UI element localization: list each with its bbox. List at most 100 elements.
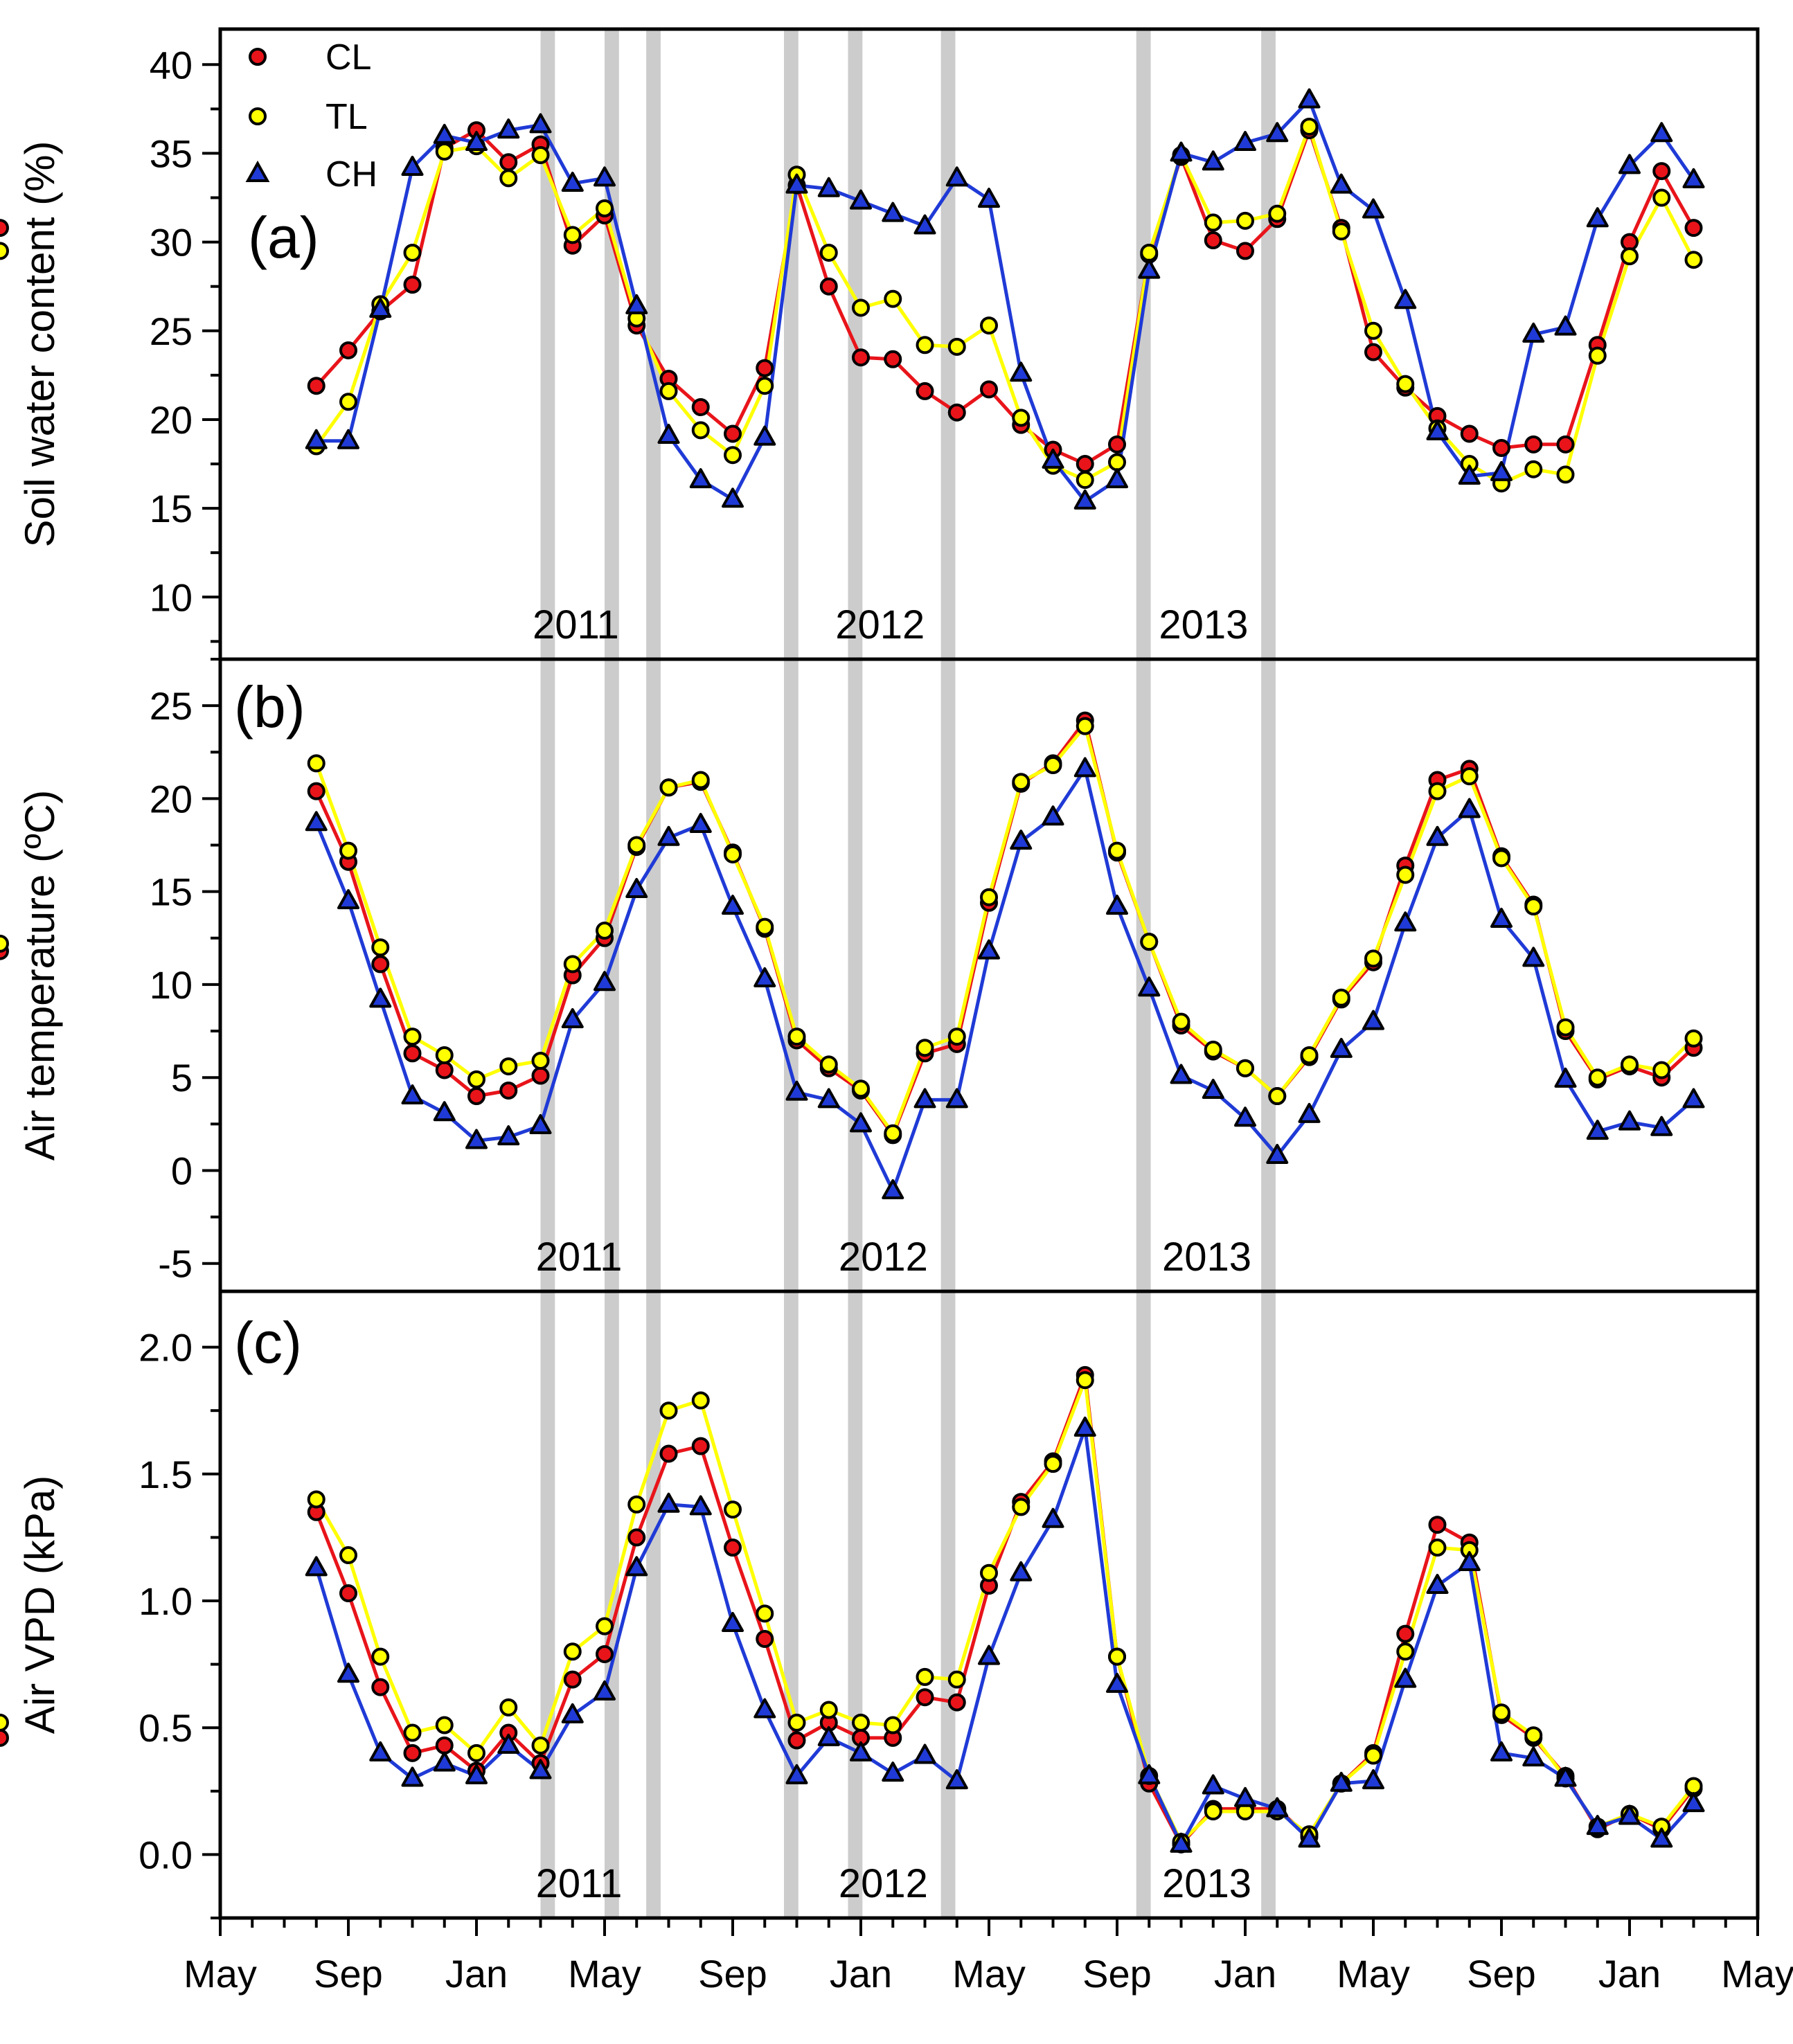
panel-b-gray-band-2 (605, 659, 619, 1291)
panel-a-point-tl-15 (756, 377, 774, 395)
panel-c-point-ch-37 (1458, 1551, 1481, 1572)
panel-a-point-ch-19 (882, 201, 904, 222)
panel-c-year-label-2013: 2013 (1162, 1861, 1251, 1906)
panel-c-point-ch-3 (369, 1741, 392, 1761)
panel-b-point-tl-21 (947, 1028, 966, 1046)
panel-a-y-axis: 10 15 20 25 30 35 40 (150, 43, 220, 643)
panel-a-year-label-2013: 2013 (1159, 602, 1248, 647)
panel-b-point-tl-30 (1236, 1059, 1254, 1077)
panel-a-point-cl-39 (1524, 435, 1543, 454)
panel-c-letter: (c) (234, 1310, 302, 1375)
panel-c-point-cl-11 (627, 1528, 646, 1547)
panel-c-point-ch-41 (1586, 1815, 1609, 1836)
panel-c-point-ch-24 (1042, 1507, 1064, 1528)
panel-b-point-ch-17 (817, 1088, 840, 1109)
panel-c-point-ch-17 (817, 1725, 840, 1746)
panel-c-point-tl-18 (852, 1713, 870, 1732)
panel-a-point-ch-34 (1362, 198, 1384, 219)
panel-a-point-ch-37 (1458, 464, 1481, 485)
panel-b-point-ch-6 (465, 1129, 488, 1149)
panel-b-point-tl-40 (1556, 1018, 1575, 1037)
panel-b-point-ch-10 (594, 971, 616, 992)
panel-a-point-tl-43 (1652, 188, 1671, 207)
panel-b-point-tl-37 (1460, 767, 1479, 786)
panel-c-point-ch-38 (1490, 1741, 1513, 1761)
panel-a-point-cl-1 (307, 377, 325, 395)
panel-b-point-tl-25 (1076, 717, 1094, 735)
panel-b-point-ch-38 (1490, 907, 1513, 928)
panel-b-point-ch-35 (1394, 911, 1417, 932)
panel-a-point-ch-5 (433, 123, 456, 144)
panel-a-letter: (a) (248, 205, 319, 270)
panel-a-point-ch-30 (1234, 131, 1256, 152)
panel-a-year-label-2012: 2012 (835, 602, 925, 647)
panel-c-point-ch-43 (1650, 1827, 1673, 1848)
panel-a-point-ch-31 (1266, 122, 1289, 143)
panel-b-point-ch-3 (369, 987, 392, 1008)
panel-a-point-cl-20 (916, 382, 934, 400)
x-tick-label-may-13: May (1721, 1952, 1793, 1996)
x-tick-label-sep-5: Sep (698, 1952, 767, 1996)
panel-b-y-axis: -5 0 5 10 15 20 25 (150, 658, 220, 1286)
panel-b-letter: (b) (234, 674, 305, 739)
panel-a-point-cl-13 (691, 398, 710, 416)
panel-a-point-ch-44 (1682, 168, 1705, 188)
panel-b-point-ch-34 (1362, 1010, 1384, 1030)
panel-b-point-tl-23 (1012, 773, 1031, 791)
panel-c-gray-band-7 (1136, 1291, 1151, 1918)
panel-b-gray-bands (540, 659, 1276, 1291)
panel-c-point-ch-22 (978, 1644, 1000, 1665)
panel-a-point-tl-18 (852, 298, 870, 317)
panel-a-point-ch-33 (1330, 173, 1353, 194)
panel-b-point-tl-4 (403, 1028, 422, 1046)
panel-c-point-tl-17 (819, 1701, 838, 1719)
x-tick-label-jan-9: Jan (1214, 1952, 1276, 1996)
panel-b-point-tl-9 (563, 955, 582, 974)
panel-a-point-ch-29 (1202, 150, 1224, 171)
panel-b-point-ch-33 (1330, 1037, 1353, 1058)
panel-b-point-ch-36 (1426, 825, 1449, 846)
panel-c-point-cl-4 (403, 1743, 422, 1762)
panel-b-point-ch-28 (1170, 1064, 1193, 1084)
panel-c-point-ch-28 (1170, 1832, 1193, 1853)
panel-c-y-tick-label-2.0: 2.0 (139, 1326, 193, 1370)
panel-c-point-ch-5 (433, 1751, 456, 1772)
panel-a-point-ch-11 (625, 294, 648, 314)
panel-c: 0.0 0.5 1.0 1.5 2.0 (c) Air VPD (kPa) 2011 2… (0, 1289, 1760, 1920)
panel-a-point-cl-40 (1556, 435, 1575, 454)
legend-label-cl: CL (325, 37, 371, 78)
panel-a-point-cl-29 (1204, 231, 1222, 250)
panel-c-point-ch-42 (1618, 1804, 1641, 1825)
panel-c-point-tl-35 (1396, 1642, 1415, 1661)
panel-a-frame (218, 27, 1760, 661)
legend-label-tl: TL (325, 97, 368, 137)
panel-a-gray-band-7 (1136, 29, 1151, 659)
panel-c-point-ch-10 (594, 1680, 616, 1701)
panel-c-y-tick-label-0.5: 0.5 (139, 1706, 193, 1750)
panel-a-point-ch-20 (913, 214, 936, 235)
panel-a-y-tick-label-15: 15 (150, 487, 193, 530)
panel-a-point-tl-12 (659, 382, 678, 400)
panel-a-point-ch-41 (1586, 207, 1609, 228)
panel-c-point-tl-14 (724, 1500, 742, 1519)
panel-a-point-cl-37 (1460, 424, 1479, 443)
panel-a-y-tick-label-30: 30 (150, 221, 193, 265)
panel-b-point-tl-39 (1524, 897, 1543, 916)
panel-c-point-ch-39 (1522, 1746, 1545, 1767)
panel-b-gray-band-8 (1261, 659, 1276, 1291)
panel-c-point-ch-2 (337, 1662, 359, 1683)
panel-b-y-tick-label-25: 25 (150, 684, 193, 728)
panel-a-point-cl-17 (819, 277, 838, 296)
panel-a-point-cl-18 (852, 348, 870, 367)
panel-a-point-tl-31 (1268, 204, 1287, 223)
panel-a-point-cl-14 (724, 424, 742, 443)
panel-a-point-tl-10 (596, 199, 614, 217)
panel-b-point-ch-21 (945, 1088, 968, 1109)
panel-a-point-tl-26 (1108, 453, 1126, 472)
panel-b-point-tl-2 (339, 841, 357, 860)
panel-c-point-tl-2 (339, 1546, 357, 1565)
panel-a-gray-band-8 (1261, 29, 1276, 659)
panel-a-point-ch-22 (978, 188, 1000, 208)
panel-c-point-tl-8 (531, 1736, 550, 1755)
panel-c-point-tl-3 (371, 1647, 390, 1666)
